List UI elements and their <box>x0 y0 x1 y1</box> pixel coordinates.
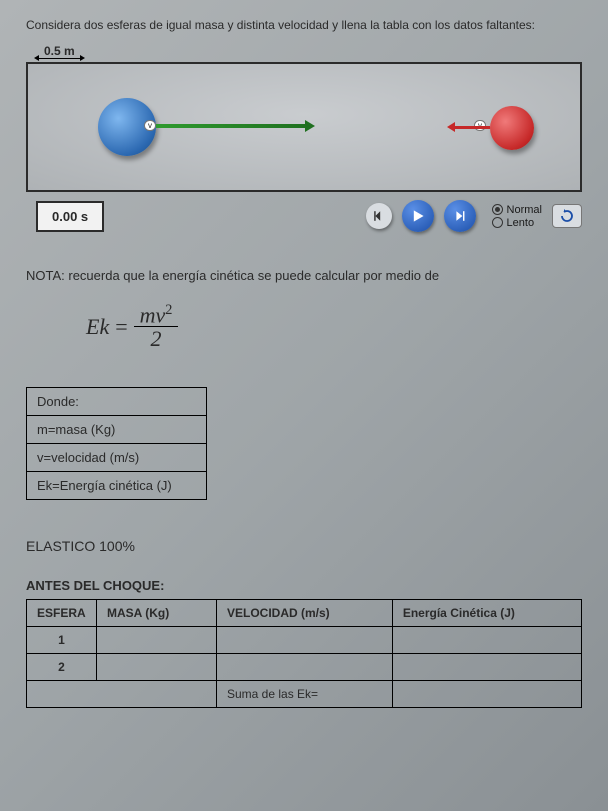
elastic-title: ELASTICO 100% <box>26 538 582 554</box>
col-velocidad: VELOCIDAD (m/s) <box>217 599 393 626</box>
speed-slow-radio[interactable]: Lento <box>492 217 542 229</box>
sum-label: Suma de las Ek= <box>217 680 393 707</box>
velocity-tag-blue: v <box>144 120 156 131</box>
worksheet-page: Considera dos esferas de igual masa y di… <box>0 0 608 738</box>
step-forward-button[interactable] <box>444 200 476 232</box>
table-row: 2 <box>27 653 582 680</box>
cell-masa[interactable] <box>97 626 217 653</box>
instruction-text: Considera dos esferas de igual masa y di… <box>26 18 582 32</box>
cell-velocidad[interactable] <box>217 626 393 653</box>
cell-ek[interactable] <box>392 653 581 680</box>
table-row-sum: Suma de las Ek= <box>27 680 582 707</box>
formula: Ek = mv2 2 <box>86 303 582 351</box>
data-table-before: ESFERA MASA (Kg) VELOCIDAD (m/s) Energía… <box>26 599 582 708</box>
scale-label: 0.5 m <box>38 44 81 59</box>
simulation-controls: 0.00 s Normal Lento <box>26 200 582 232</box>
speed-normal-label: Normal <box>507 204 542 216</box>
cell-masa[interactable] <box>97 653 217 680</box>
speed-slow-label: Lento <box>507 217 535 229</box>
velocity-arrow-red <box>450 126 490 129</box>
step-back-button[interactable] <box>366 203 392 229</box>
formula-exponent: 2 <box>165 302 172 318</box>
formula-fraction: mv2 2 <box>134 303 179 351</box>
cell-sum-ek[interactable] <box>392 680 581 707</box>
formula-ek: Ek <box>86 314 109 340</box>
col-ek: Energía Cinética (J) <box>392 599 581 626</box>
note-text: NOTA: recuerda que la energía cinética s… <box>26 268 582 283</box>
definitions-table: Donde: m=masa (Kg) v=velocidad (m/s) Ek=… <box>26 387 207 500</box>
defs-row: m=masa (Kg) <box>27 415 207 443</box>
col-masa: MASA (Kg) <box>97 599 217 626</box>
reset-button[interactable] <box>552 204 582 228</box>
speed-normal-radio[interactable]: Normal <box>492 204 542 216</box>
scale-marker: 0.5 m <box>26 42 582 60</box>
formula-equals: = <box>115 314 127 340</box>
cell-velocidad[interactable] <box>217 653 393 680</box>
col-esfera: ESFERA <box>27 599 97 626</box>
simulation-viewport: v v <box>26 62 582 192</box>
sphere-red: v <box>490 106 534 150</box>
formula-numerator: mv <box>140 302 166 327</box>
radio-icon <box>492 217 503 228</box>
row-esfera: 1 <box>27 626 97 653</box>
cell-ek[interactable] <box>392 626 581 653</box>
defs-header: Donde: <box>27 387 207 415</box>
table1-title: ANTES DEL CHOQUE: <box>26 578 582 593</box>
radio-icon <box>492 204 503 215</box>
defs-row: Ek=Energía cinética (J) <box>27 471 207 499</box>
row-esfera: 2 <box>27 653 97 680</box>
table-row: 1 <box>27 626 582 653</box>
time-display: 0.00 s <box>36 201 104 232</box>
sphere-blue: v <box>98 98 156 156</box>
speed-selector: Normal Lento <box>492 204 542 229</box>
defs-row: v=velocidad (m/s) <box>27 443 207 471</box>
play-button[interactable] <box>402 200 434 232</box>
formula-denominator: 2 <box>145 327 168 350</box>
velocity-arrow-blue <box>156 124 311 128</box>
